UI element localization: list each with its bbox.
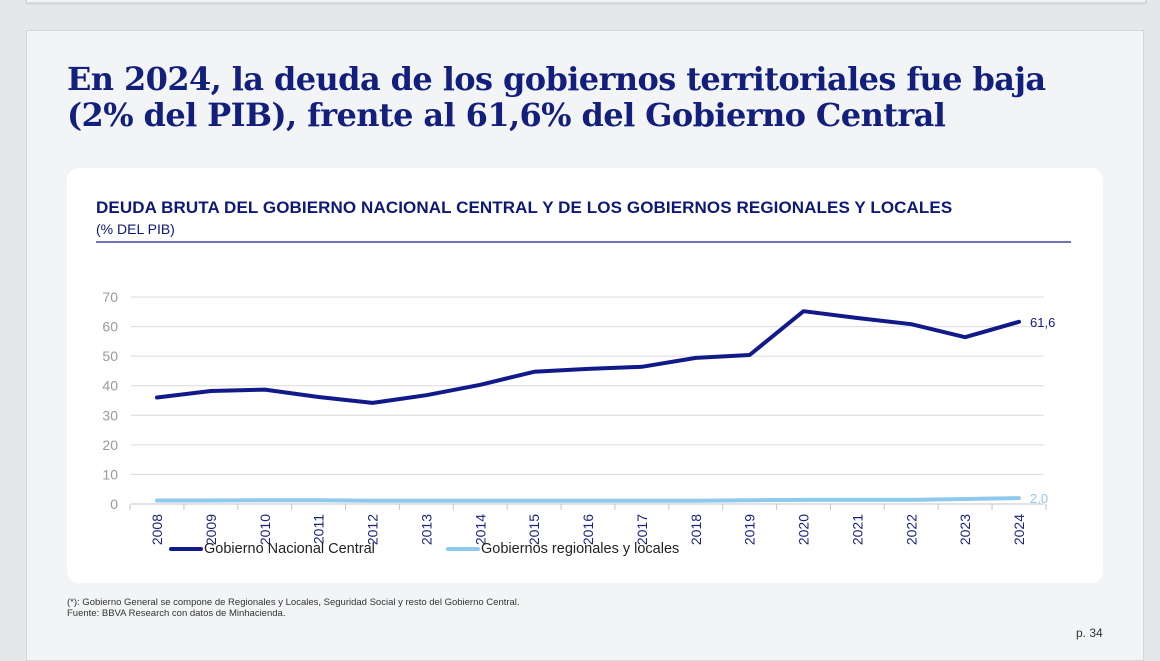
x-axis: 2008 2009 2010 2011 2012 2013 2014 2015 2016 2017… — [129, 503, 1047, 545]
chart-title: DEUDA BRUTA DEL GOBIERNO NACIONAL CENTRA… — [96, 198, 953, 217]
chart-title-rule — [96, 241, 1071, 243]
series-end-label: 2,0 — [1030, 491, 1048, 506]
x-tick-label: 2020 — [796, 514, 812, 545]
x-tick-label: 2013 — [418, 514, 434, 545]
y-tick-label: 60 — [102, 319, 118, 335]
y-axis-ticks: 0 10 20 30 40 50 60 70 — [102, 289, 118, 512]
y-tick-label: 10 — [102, 466, 118, 482]
y-tick-label: 70 — [102, 289, 118, 305]
x-tick-label: 2009 — [203, 514, 219, 545]
y-tick-label: 30 — [102, 407, 118, 423]
series-line — [155, 496, 1021, 503]
legend-label: Gobiernos regionales y locales — [481, 541, 680, 557]
y-tick-label: 20 — [102, 437, 118, 453]
slide: En 2024, la deuda de los gobiernos terri… — [26, 30, 1144, 661]
x-tick-label: 2017 — [634, 514, 650, 545]
chart-subtitle: (% DEL PIB) — [96, 221, 175, 237]
series-lines: 2,0 61,6 — [155, 309, 1055, 506]
x-tick-label: 2023 — [957, 514, 973, 545]
chart-card: DEUDA BRUTA DEL GOBIERNO NACIONAL CENTRA… — [67, 168, 1103, 583]
footnote-source: Fuente: BBVA Research con datos de Minha… — [67, 607, 286, 619]
x-tick-label: 2021 — [849, 514, 865, 545]
line-chart: 0 10 20 30 40 50 60 70 2008 2009 2010 2011 2012 2013… — [102, 289, 1055, 545]
slide-headline: En 2024, la deuda de los gobiernos terri… — [67, 60, 1046, 134]
x-tick-label: 2018 — [688, 514, 704, 545]
x-tick-label: 2012 — [365, 514, 381, 545]
x-tick-label: 2008 — [149, 514, 165, 545]
footnote: (*): Gobierno General se compone de Regi… — [67, 597, 520, 619]
x-tick-label: 2010 — [257, 514, 273, 545]
legend-swatch — [169, 547, 203, 551]
legend-item-gobierno-nacional: Gobierno Nacional Central — [169, 541, 375, 557]
x-tick-label: 2024 — [1011, 514, 1027, 545]
x-tick-label: 2015 — [526, 514, 542, 545]
x-tick-label: 2022 — [903, 514, 919, 545]
series-end-label: 61,6 — [1030, 315, 1055, 330]
previous-slide-edge — [26, 0, 1146, 3]
y-tick-label: 50 — [102, 348, 118, 364]
legend-item-gobiernos-regionales: Gobiernos regionales y locales — [446, 541, 679, 557]
x-tick-label: 2014 — [472, 514, 488, 545]
page-number: p. 34 — [1076, 626, 1103, 640]
footnote-composition: (*): Gobierno General se compone de Regi… — [67, 597, 520, 608]
x-tick-label: 2016 — [580, 514, 596, 545]
series-line — [155, 309, 1021, 405]
gridlines — [131, 296, 1044, 475]
legend-swatch — [446, 547, 480, 551]
y-tick-label: 40 — [102, 378, 118, 394]
x-tick-label: 2019 — [742, 514, 758, 545]
legend-label: Gobierno Nacional Central — [204, 541, 375, 557]
y-tick-label: 0 — [110, 496, 118, 512]
x-tick-label: 2011 — [311, 514, 327, 544]
